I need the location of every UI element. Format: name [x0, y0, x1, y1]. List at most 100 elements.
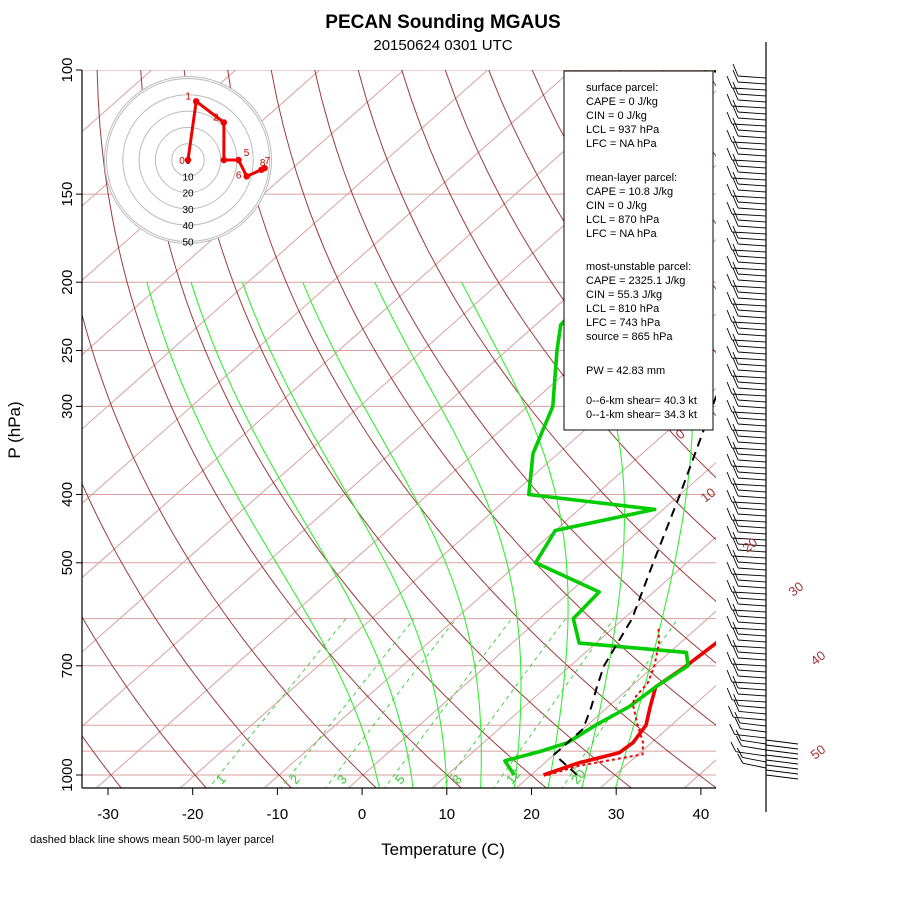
wind-barb-flag	[726, 165, 733, 179]
wind-barb-flag	[732, 69, 739, 83]
panel-ml-lcl: LCL = 870 hPa	[586, 214, 660, 226]
wind-barb-flag	[726, 471, 733, 485]
hodograph-point	[184, 156, 192, 164]
wind-barb-flag	[726, 237, 733, 251]
wind-barb-flag	[732, 645, 739, 659]
wind-barb-flag	[732, 369, 739, 383]
wind-barb-flag	[726, 129, 733, 143]
wind-barb-flag	[732, 375, 739, 389]
hodograph-point-label: 2	[213, 113, 219, 124]
wind-barb-flag	[732, 153, 739, 167]
wind-barb-flag	[732, 537, 739, 551]
wind-barb-flag	[732, 639, 739, 653]
chart-title: PECAN Sounding MGAUS	[325, 12, 560, 33]
isotherm-line	[95, 238, 716, 788]
wind-barb-flag	[726, 93, 733, 107]
wind-barb-flag	[732, 249, 739, 263]
x-tick-label: -10	[267, 806, 289, 823]
wind-barb	[737, 255, 767, 259]
wind-barb	[741, 739, 767, 745]
wind-barb-flag	[732, 393, 739, 407]
wind-barb	[731, 195, 767, 199]
wind-barb	[735, 751, 767, 757]
mixing-ratio-line	[441, 618, 566, 788]
dry-adiabat-line	[357, 70, 716, 602]
wind-barb	[737, 693, 767, 697]
wind-barb-flag	[732, 549, 739, 563]
wind-barb	[742, 762, 767, 769]
wind-barb	[737, 621, 767, 625]
wind-barb-flag	[726, 345, 733, 359]
wind-barb	[731, 159, 767, 163]
wind-barb	[737, 423, 767, 427]
wind-barb-flag	[726, 327, 733, 341]
wind-barb	[737, 435, 767, 439]
wind-barb-flag	[727, 705, 734, 718]
hodograph-point-label: 0	[179, 156, 185, 167]
wind-barb-flag	[732, 357, 739, 371]
wind-barb	[737, 567, 767, 571]
dry-adiabat-label: 40	[808, 648, 829, 669]
hodograph-point-label: 6	[236, 170, 242, 181]
wind-barb	[765, 764, 799, 770]
wind-barb	[737, 129, 767, 133]
panel-ml-cape: CAPE = 10.8 J/kg	[586, 186, 673, 198]
mixing-ratio-label: 5	[392, 772, 408, 787]
panel-surface-cape: CAPE = 0 J/kg	[586, 96, 658, 108]
wind-barb	[737, 201, 767, 205]
wind-barb	[737, 243, 767, 247]
wind-barb	[737, 489, 767, 493]
wind-barb-flag	[726, 579, 733, 593]
wind-barb	[765, 749, 799, 755]
dry-adiabat-line	[96, 70, 463, 788]
wind-barb-flag	[732, 207, 739, 221]
wind-barb-flag	[732, 315, 739, 329]
wind-barb-flag	[726, 309, 733, 323]
wind-barb-flag	[732, 681, 739, 695]
wind-barb-flag	[726, 291, 733, 305]
dry-adiabat-line	[82, 615, 207, 788]
wind-barb	[737, 675, 767, 679]
wind-barb-flag	[732, 531, 739, 545]
wind-barb-flag	[733, 693, 739, 706]
wind-barb	[731, 537, 767, 541]
wind-barb-flag	[732, 429, 739, 443]
wind-barb-flag	[726, 543, 733, 557]
wind-barb-flag	[732, 285, 739, 299]
isotherm-line	[82, 70, 404, 356]
wind-barb-flag	[733, 699, 740, 712]
wind-barb	[737, 441, 767, 445]
wind-barb	[742, 756, 767, 763]
dry-adiabat-label: 20	[740, 535, 761, 556]
wind-barb-flag	[732, 495, 739, 509]
panel-mu-header: most-unstable parcel:	[586, 261, 691, 273]
wind-barb	[731, 105, 767, 109]
dry-adiabat-label: 30	[786, 579, 807, 600]
dry-adiabat-line	[837, 70, 900, 790]
hodograph-point	[220, 119, 228, 126]
isotherm-line	[82, 70, 236, 207]
wind-barb-flag	[732, 387, 739, 401]
wind-barb	[737, 495, 767, 499]
wind-barb	[731, 267, 767, 271]
wind-barb	[737, 297, 767, 301]
isotherm-line	[683, 759, 716, 788]
dry-adiabat-line	[82, 312, 378, 788]
wind-barb-flag	[732, 567, 739, 581]
y-tick-label: 1000	[59, 758, 76, 791]
wind-barb-flag	[732, 195, 739, 209]
wind-barb	[737, 525, 767, 529]
hodograph-point-label: 1	[185, 91, 191, 102]
wind-barb-flag	[732, 477, 739, 491]
hodograph-ring	[106, 78, 270, 242]
isotherm-line	[82, 70, 656, 579]
wind-barb-flag	[732, 519, 739, 533]
wind-barb	[737, 75, 767, 79]
mixing-ratio-line	[208, 618, 347, 788]
mean-500-m-layer-parcel-line	[553, 70, 716, 776]
wind-barb-flag	[732, 465, 739, 479]
wind-barb-flag	[726, 525, 733, 539]
mixing-ratio-label: 2	[287, 772, 303, 787]
hodograph-point	[192, 98, 200, 105]
hodograph-point	[235, 156, 242, 164]
